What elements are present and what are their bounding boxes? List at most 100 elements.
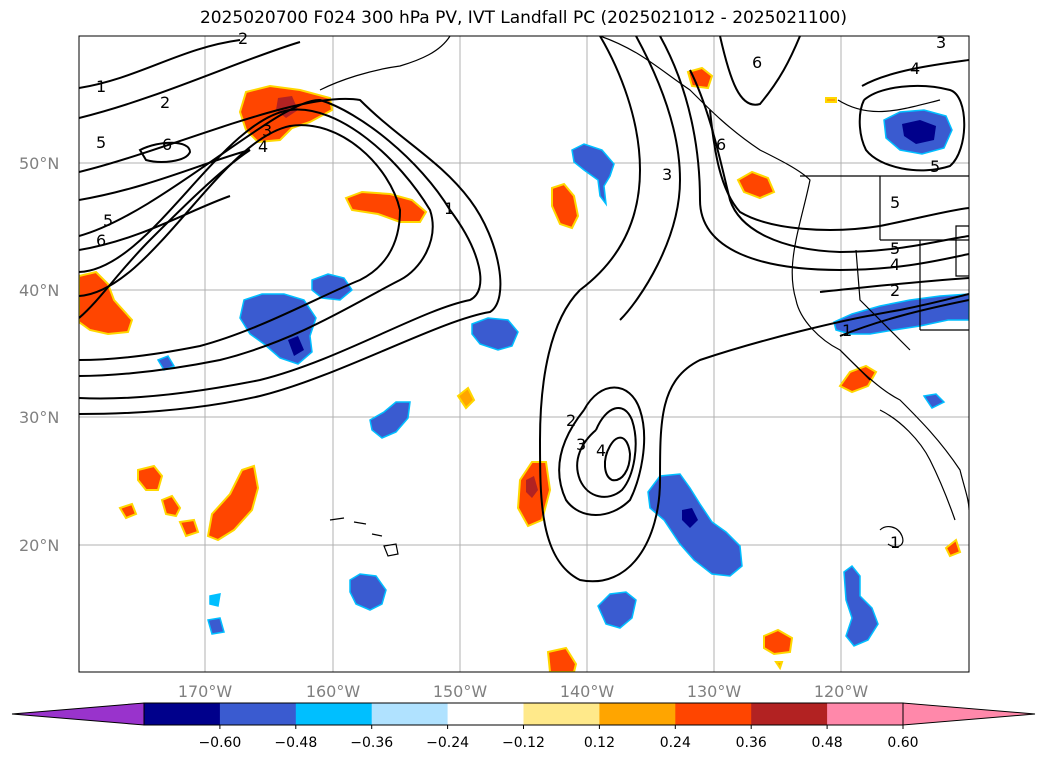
coastline [837, 99, 941, 113]
coastline [371, 533, 383, 537]
contour-label: 6 [162, 135, 172, 154]
pv-negative-region [288, 336, 304, 356]
colorbar: −0.60 −0.48 −0.36 −0.24 −0.12 0.12 0.24 0.36 0.4… [11, 702, 1036, 751]
pv-negative-region [843, 564, 879, 647]
lon-label: 160°W [306, 682, 361, 701]
contour-label: 4 [258, 137, 268, 156]
colorbar-tick-label: −0.12 [502, 735, 545, 751]
contour-label: 1 [842, 321, 852, 340]
latitude-labels: 50°N 40°N 30°N 20°N [19, 154, 59, 555]
pv-positive-region [546, 646, 578, 672]
colorbar-tick-label: −0.60 [198, 735, 241, 751]
contour-label: 4 [910, 59, 920, 78]
contour-label: 3 [936, 33, 946, 52]
pv-positive-region [825, 97, 837, 103]
lon-label: 120°W [814, 682, 869, 701]
coastline [319, 36, 451, 91]
pv-positive-region [838, 364, 878, 394]
contour-label: 2 [566, 411, 576, 430]
lon-label: 140°W [560, 682, 615, 701]
pv-positive-region [551, 182, 580, 230]
map-background [79, 36, 969, 672]
pv-negative-region [833, 293, 969, 335]
pv-positive-region [206, 464, 260, 542]
contour-label: 5 [930, 157, 940, 176]
contour-line [79, 39, 241, 89]
colorbar-tick-label: −0.24 [426, 735, 469, 751]
coastline [353, 521, 367, 525]
contour-line [538, 36, 969, 583]
pv-negative-region [682, 508, 698, 528]
contour-line [619, 36, 682, 321]
pv-negative-region [647, 473, 743, 577]
contour-label: 3 [576, 435, 586, 454]
colorbar-tick-label: 0.48 [812, 735, 843, 751]
lat-label: 40°N [19, 281, 59, 300]
negative-pv-regions [156, 109, 969, 647]
pv-positive-region [79, 270, 134, 336]
coastline [599, 36, 969, 511]
contour-line [79, 124, 402, 361]
pv-negative-region [471, 317, 519, 351]
contour-label: 1 [444, 199, 454, 218]
contour-label: 5 [96, 133, 106, 152]
contour-label: 5 [890, 193, 900, 212]
pv-positive-region [160, 494, 182, 518]
coastline [855, 249, 911, 351]
lat-label: 50°N [19, 154, 59, 173]
contour-label: 5 [890, 239, 900, 258]
contour-line [576, 407, 637, 498]
contour-label: 6 [752, 53, 762, 72]
longitude-labels: 170°W 160°W 150°W 140°W 130°W 120°W [178, 682, 869, 701]
colorbar-tick-label: 0.24 [660, 735, 691, 751]
pv-negative-region [311, 273, 353, 301]
pv-positive-region [736, 170, 776, 200]
contour-line [138, 141, 192, 163]
colorbar-tick-label: 0.12 [584, 735, 615, 751]
contour-label: 2 [890, 281, 900, 300]
coastline [383, 543, 399, 557]
contour-line [719, 36, 801, 106]
contour-line [79, 149, 251, 319]
colorbar-tick-label: −0.48 [274, 735, 317, 751]
colorbar-tick-label: −0.36 [350, 735, 393, 751]
pv-negative-region [207, 617, 225, 635]
pv-negative-region [209, 593, 221, 607]
map-title: 2025020700 F024 300 hPa PV, IVT Landfall… [199, 8, 847, 28]
contour-line [558, 386, 646, 516]
contour-line [79, 41, 301, 119]
colorbar-bin [219, 703, 297, 725]
colorbar-bin [371, 703, 449, 725]
contour-label: 2 [238, 29, 248, 48]
contour-line [604, 436, 632, 482]
contour-label: 4 [596, 441, 606, 460]
pv-positive-region [137, 464, 164, 491]
lon-label: 150°W [433, 682, 488, 701]
pv-positive-region [763, 628, 794, 656]
coastlines [319, 36, 969, 557]
colorbar-under-arrow [11, 702, 145, 726]
pv-negative-region [597, 591, 637, 629]
contour-line [858, 84, 966, 172]
contour-label: 1 [96, 77, 106, 96]
contour-line [861, 59, 969, 87]
colorbar-bin [144, 703, 221, 725]
map-frame [78, 35, 970, 673]
pv-positive-region [944, 538, 962, 558]
lon-label: 170°W [178, 682, 233, 701]
pv-negative-region [349, 573, 387, 611]
coastline [839, 349, 871, 381]
pv-positive-region [118, 502, 138, 520]
pv-positive-region [526, 476, 538, 498]
contour-label: 3 [662, 165, 672, 184]
contour-line [79, 98, 482, 400]
pv-positive-region [774, 661, 784, 671]
coastline [879, 409, 956, 521]
contour-label: 6 [96, 231, 106, 250]
colorbar-bin [295, 703, 373, 725]
coastline [879, 526, 904, 548]
pv-positive-region [344, 190, 428, 223]
pv-positive-region [456, 386, 476, 410]
colorbar-bin [523, 703, 600, 725]
